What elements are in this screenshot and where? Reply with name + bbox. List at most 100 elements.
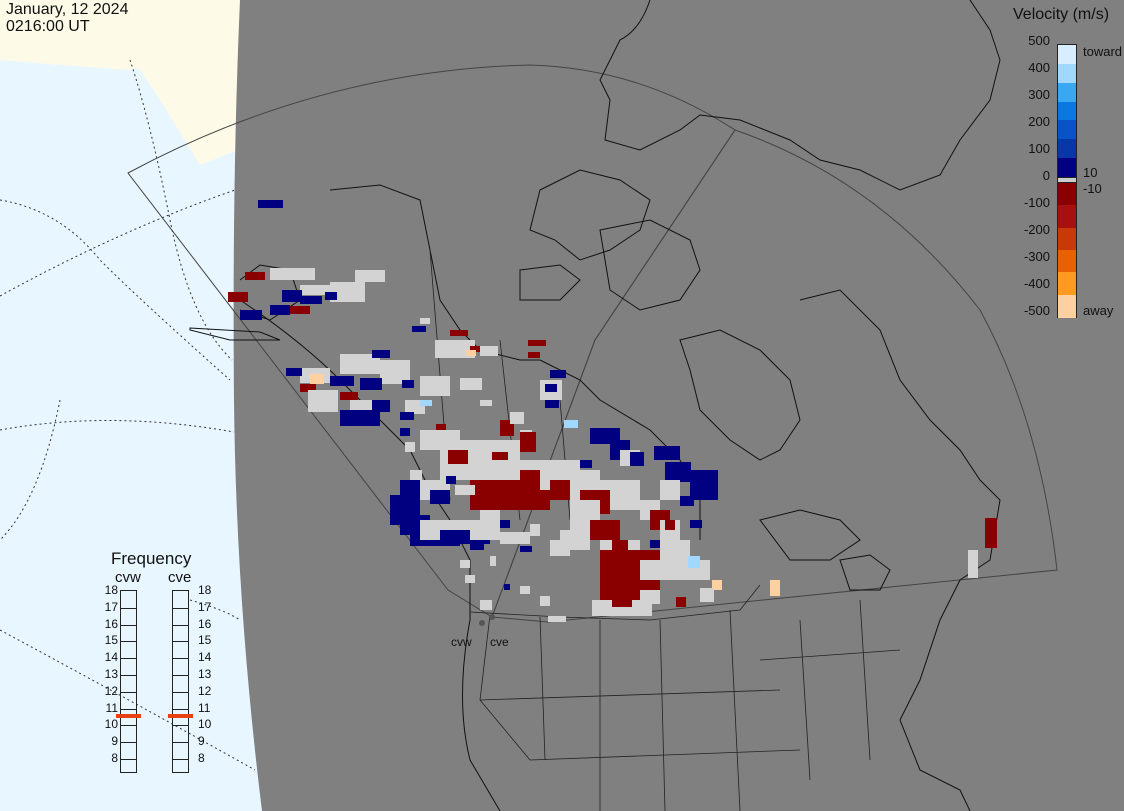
velocity-cell [540, 596, 550, 606]
frequency-gauge-tick [173, 624, 188, 626]
frequency-gauge-tick [121, 675, 136, 676]
velocity-cell [402, 380, 414, 388]
colorbar-segment [1058, 272, 1076, 296]
velocity-cell [660, 540, 690, 560]
velocity-cell [330, 376, 354, 386]
velocity-cell [270, 305, 290, 315]
colorbar-away-label: away [1083, 303, 1114, 318]
colorbar-segment [1058, 205, 1076, 229]
colorbar-segment [1058, 101, 1076, 122]
frequency-gauge-tick [173, 607, 188, 609]
velocity-cell [510, 412, 524, 424]
colorbar-neg-threshold: -10 [1083, 181, 1102, 196]
frequency-gauge [172, 590, 189, 773]
velocity-cell [470, 540, 484, 550]
colorbar-segment [1058, 183, 1076, 207]
velocity-cell [420, 400, 432, 406]
velocity-cell [650, 540, 660, 548]
velocity-cell [440, 530, 460, 546]
frequency-scale-label: 16 [104, 616, 118, 631]
frequency-scale-label: 11 [105, 700, 118, 715]
velocity-cell [630, 452, 644, 466]
projection-area [233, 0, 1124, 811]
velocity-cell [420, 376, 450, 396]
velocity-cell [665, 520, 675, 530]
frequency-gauge-tick [121, 641, 136, 643]
colorbar-segment [1058, 63, 1076, 84]
cvw-radar-marker [479, 620, 485, 626]
velocity-cell [360, 378, 382, 390]
radar-sites [479, 614, 495, 626]
velocity-cell [690, 470, 718, 500]
frequency-scale-label: 14 [198, 650, 212, 665]
frequency-scale-label: 17 [104, 599, 118, 614]
frequency-scale-label: 15 [104, 633, 118, 648]
velocity-cell [492, 452, 508, 460]
velocity-cell [590, 520, 620, 540]
colorbar-tick-label: 200 [1028, 114, 1050, 129]
velocity-cell [340, 354, 380, 374]
colorbar-pos-threshold: 10 [1083, 165, 1098, 180]
colorbar-tick-label: -400 [1023, 276, 1050, 291]
velocity-cell [300, 285, 330, 295]
frequency-marker-cve [168, 714, 193, 718]
radar-label-cvw: cvw [451, 635, 472, 649]
frequency-radar-cve: cve [168, 569, 192, 586]
frequency-scale-label: 9 [198, 734, 205, 749]
velocity-cell [480, 510, 500, 526]
velocity-cell [355, 270, 385, 282]
colorbar-tick-label: -500 [1023, 303, 1050, 318]
frequency-scale-label: 14 [104, 650, 118, 665]
frequency-radar-cvw: cvw [115, 569, 141, 586]
velocity-cell [372, 400, 390, 412]
cve-radar-marker [489, 614, 495, 620]
colorbar-segment [1058, 139, 1076, 160]
velocity-cell [450, 330, 468, 336]
velocity-cell [405, 442, 415, 452]
velocity-cell [700, 588, 714, 602]
velocity-cell [455, 485, 475, 495]
frequency-gauge-tick [173, 708, 188, 710]
velocity-cell [308, 390, 338, 412]
frequency-gauge-tick [121, 607, 136, 609]
graticule-outside [0, 59, 256, 771]
velocity-cell [580, 460, 592, 468]
colorbar-tick-label: 500 [1028, 33, 1050, 48]
colorbar-toward-label: toward [1083, 44, 1123, 59]
velocity-cell [530, 524, 540, 536]
frequency-scale-label: 15 [198, 633, 212, 648]
colorbar-zero-band [1058, 177, 1076, 183]
velocity-cell [460, 560, 470, 568]
velocity-cell [564, 420, 578, 428]
colorbar-segment [1058, 82, 1076, 103]
aleutian-land [0, 20, 180, 70]
colorbar-segment [1058, 120, 1076, 141]
velocity-cell [712, 580, 722, 590]
velocity-cell [592, 600, 652, 616]
velocity-cell [430, 490, 450, 504]
velocity-cell [968, 550, 978, 578]
frequency-scale-label: 9 [111, 734, 118, 749]
frequency-gauge-tick [121, 725, 136, 727]
velocity-cell [520, 432, 536, 452]
velocity-cell [490, 556, 496, 566]
velocity-cell [258, 200, 283, 208]
velocity-cell [528, 340, 546, 346]
velocity-cell [480, 346, 498, 356]
velocity-cell [550, 370, 566, 378]
velocity-cell [282, 290, 302, 302]
velocity-cell [420, 318, 430, 324]
colorbar-tick-label: 300 [1028, 87, 1050, 102]
velocity-cell [654, 446, 680, 460]
colorbar-segment [1058, 158, 1076, 178]
colorbar-tick-label: -100 [1023, 195, 1050, 210]
velocity-cell [300, 384, 316, 392]
velocity-cell [665, 462, 691, 482]
velocity-cell [545, 384, 557, 392]
velocity-cells [228, 200, 997, 622]
frequency-gauge [120, 590, 137, 773]
velocity-cell [228, 292, 248, 302]
velocity-cell [670, 560, 690, 580]
colorbar-segment [1058, 294, 1076, 318]
